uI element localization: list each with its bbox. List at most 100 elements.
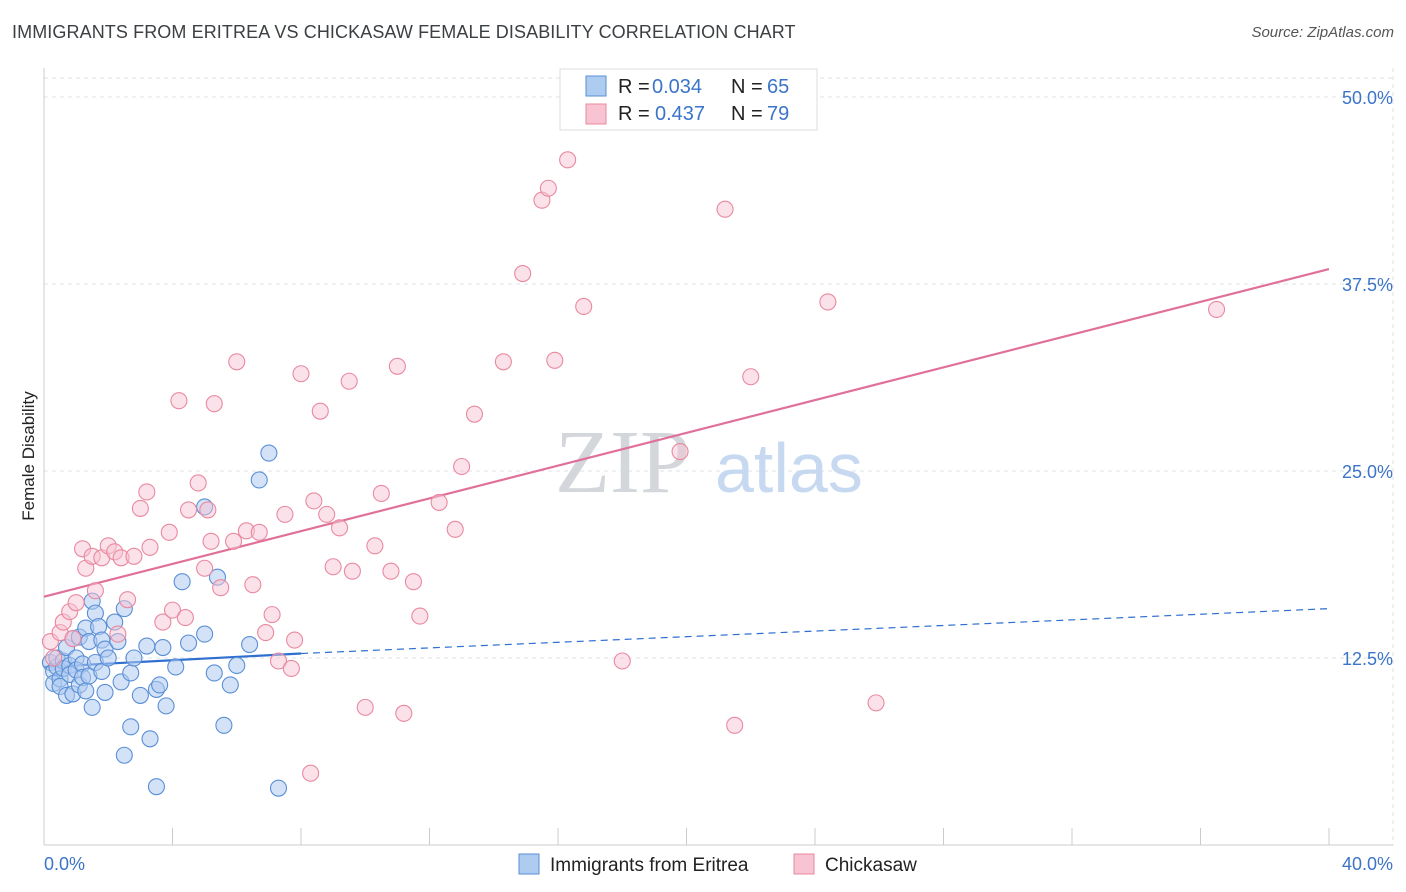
legend-r-label-eritrea: R =	[618, 76, 650, 98]
point-eritrea-42	[125, 649, 143, 667]
point-chickasaw-42	[282, 659, 300, 678]
point-chickasaw-1	[45, 649, 63, 667]
series-chickasaw-points	[41, 151, 1226, 782]
stats-legend: R = 0.034 N = 65 R = 0.437 N = 79	[559, 68, 818, 131]
point-chickasaw-31	[205, 395, 223, 413]
point-eritrea-41	[122, 718, 140, 736]
point-chickasaw-75	[726, 716, 744, 734]
point-eritrea-64	[269, 779, 288, 797]
bottom-legend-swatch-chickasaw	[793, 853, 815, 875]
y-tick-label-3: 50.0%	[1342, 88, 1393, 108]
point-eritrea-53	[180, 634, 198, 652]
point-eritrea-49	[154, 638, 172, 657]
legend-swatch-chickasaw	[585, 103, 607, 125]
point-eritrea-44	[138, 637, 156, 655]
point-chickasaw-78	[867, 694, 885, 712]
point-eritrea-43	[131, 686, 149, 704]
y-axis-title: Female Disability	[19, 391, 38, 521]
point-eritrea-40	[122, 664, 140, 682]
point-chickasaw-46	[305, 492, 323, 510]
point-chickasaw-47	[311, 402, 329, 420]
point-chickasaw-22	[160, 523, 178, 541]
y-tick-label-2: 37.5%	[1342, 275, 1393, 295]
point-chickasaw-57	[388, 357, 406, 375]
point-chickasaw-69	[546, 351, 564, 369]
point-chickasaw-29	[199, 501, 217, 519]
point-chickasaw-74	[716, 200, 734, 218]
watermark-atlas: atlas	[715, 429, 863, 507]
point-chickasaw-10	[86, 582, 104, 600]
point-chickasaw-54	[366, 537, 384, 555]
point-chickasaw-62	[446, 520, 464, 538]
point-eritrea-55	[196, 625, 214, 643]
point-chickasaw-25	[176, 609, 194, 627]
axes	[43, 68, 1393, 846]
point-chickasaw-36	[244, 576, 262, 594]
point-chickasaw-32	[212, 579, 230, 597]
point-eritrea-45	[141, 730, 159, 748]
y-tick-label-0: 12.5%	[1342, 649, 1393, 669]
y-tick-labels: 12.5% 25.0% 37.5% 50.0%	[1342, 88, 1393, 669]
point-chickasaw-40	[269, 652, 288, 670]
point-chickasaw-72	[613, 652, 631, 670]
point-chickasaw-28	[196, 559, 214, 577]
point-chickasaw-77	[819, 293, 837, 311]
watermark: ZIP atlas	[555, 413, 863, 512]
point-chickasaw-5	[64, 630, 82, 648]
point-chickasaw-41	[276, 505, 294, 523]
point-chickasaw-17	[125, 547, 143, 565]
y-tick-label-1: 25.0%	[1342, 462, 1393, 482]
point-chickasaw-43	[286, 631, 304, 649]
point-chickasaw-33	[224, 532, 243, 550]
legend-swatch-eritrea	[585, 75, 607, 97]
point-eritrea-38	[115, 746, 133, 764]
point-chickasaw-26	[180, 501, 198, 519]
legend-n-value-eritrea: 65	[767, 76, 789, 98]
series-eritrea-points	[41, 444, 288, 797]
point-chickasaw-56	[382, 562, 400, 580]
point-chickasaw-73	[671, 443, 689, 461]
point-chickasaw-49	[324, 558, 342, 576]
point-chickasaw-18	[131, 499, 149, 517]
point-chickasaw-71	[575, 297, 593, 315]
point-eritrea-62	[250, 471, 268, 489]
point-chickasaw-16	[118, 591, 137, 609]
point-chickasaw-19	[138, 483, 156, 501]
point-eritrea-26	[83, 698, 101, 716]
point-chickasaw-45	[302, 764, 320, 782]
point-eritrea-61	[241, 635, 259, 654]
point-chickasaw-60	[411, 607, 429, 625]
point-chickasaw-6	[67, 594, 85, 612]
source-credit: Source: ZipAtlas.com	[1251, 24, 1394, 41]
trendline-eritrea-dashed	[300, 608, 1330, 655]
point-eritrea-58	[215, 716, 233, 734]
x-tick-min: 0.0%	[44, 854, 85, 874]
bottom-legend-label-eritrea: Immigrants from Eritrea	[550, 855, 749, 876]
legend-n-label-chickasaw: N =	[731, 103, 763, 125]
point-eritrea-34	[99, 649, 117, 667]
point-chickasaw-50	[330, 519, 349, 537]
point-chickasaw-38	[257, 624, 275, 642]
point-eritrea-59	[221, 676, 239, 694]
point-chickasaw-30	[202, 532, 220, 550]
point-chickasaw-68	[539, 179, 557, 197]
point-chickasaw-44	[292, 365, 310, 383]
trendline-chickasaw	[43, 267, 1330, 598]
point-eritrea-51	[167, 658, 185, 676]
legend-n-value-chickasaw: 79	[767, 103, 789, 125]
point-eritrea-50	[157, 697, 175, 715]
point-chickasaw-14	[109, 625, 127, 643]
point-chickasaw-76	[742, 368, 760, 386]
point-chickasaw-23	[163, 601, 182, 619]
point-chickasaw-24	[170, 392, 188, 410]
point-eritrea-47	[147, 778, 165, 796]
legend-r-value-eritrea: 0.034	[652, 76, 702, 98]
point-chickasaw-21	[154, 613, 172, 631]
point-chickasaw-20	[141, 538, 159, 556]
point-chickasaw-27	[189, 474, 207, 492]
point-chickasaw-70	[559, 151, 577, 169]
watermark-zip: ZIP	[555, 413, 690, 512]
point-chickasaw-53	[356, 698, 374, 716]
point-chickasaw-61	[430, 493, 448, 511]
